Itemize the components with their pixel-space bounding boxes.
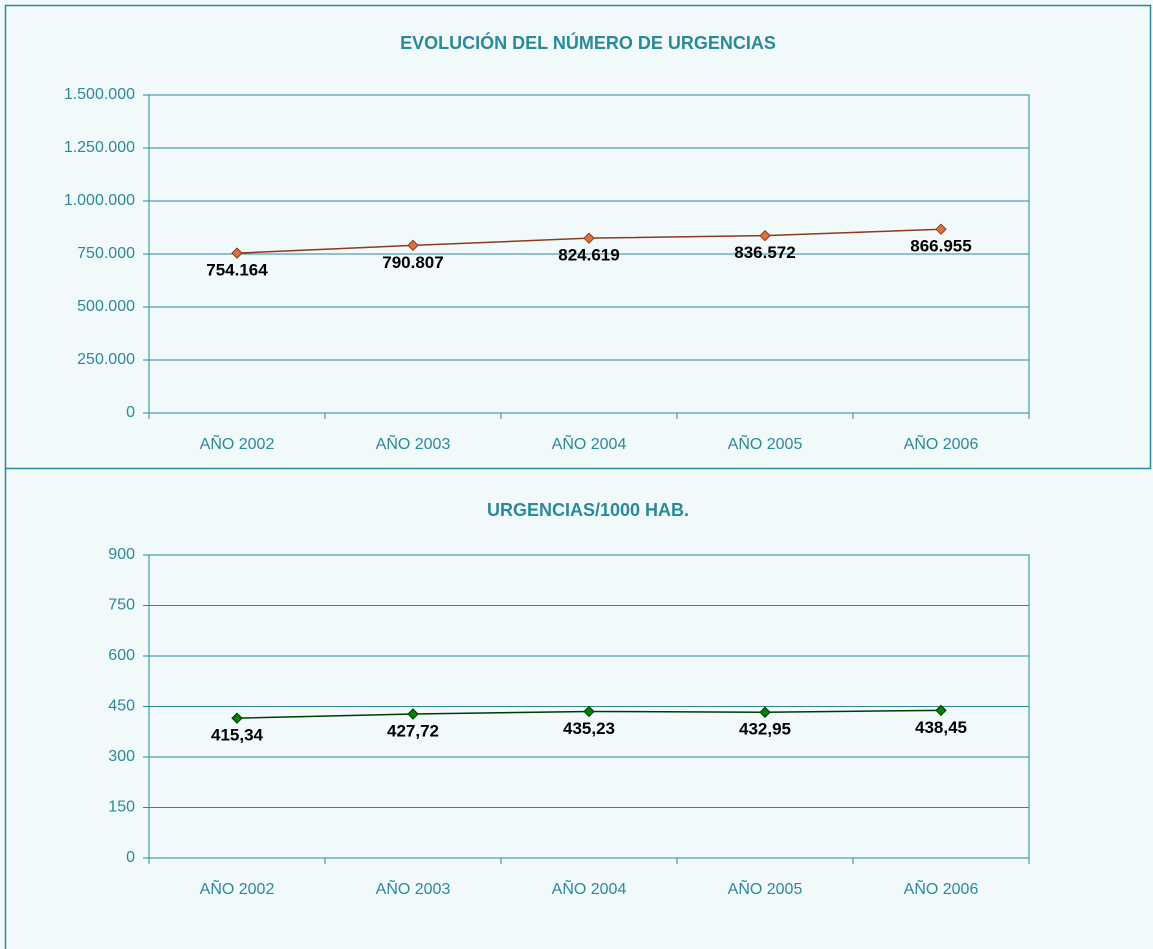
data-label: 824.619	[558, 246, 619, 265]
data-label: 427,72	[387, 721, 439, 740]
marker	[231, 247, 243, 259]
y-tick-label: 300	[108, 748, 135, 765]
y-tick-label: 750	[108, 597, 135, 614]
marker	[231, 712, 243, 724]
marker	[759, 706, 771, 718]
y-tick-label: 1.250.000	[64, 139, 135, 156]
panel-border	[4, 4, 1152, 470]
data-label: 790.807	[382, 253, 443, 272]
x-tick-label: AÑO 2004	[552, 433, 627, 453]
x-tick-label: AÑO 2004	[552, 878, 627, 898]
chart-title: URGENCIAS/1000 HAB.	[487, 500, 689, 520]
y-tick-label: 450	[108, 698, 135, 715]
x-tick-label: AÑO 2003	[376, 878, 451, 898]
y-tick-label: 250.000	[77, 351, 135, 368]
data-label: 866.955	[910, 237, 971, 256]
data-label: 432,95	[739, 720, 791, 739]
marker	[407, 708, 419, 720]
marker	[935, 704, 947, 717]
data-label: 754.164	[206, 261, 268, 280]
y-tick-label: 1.000.000	[64, 192, 135, 209]
y-tick-label: 750.000	[77, 245, 135, 262]
y-tick-label: 150	[108, 799, 135, 816]
chart-title: EVOLUCIÓN DEL NÚMERO DE URGENCIAS	[400, 32, 776, 53]
data-label: 438,45	[915, 718, 967, 737]
marker	[583, 705, 595, 718]
x-tick-label: AÑO 2006	[904, 433, 979, 453]
x-tick-label: AÑO 2002	[200, 433, 275, 453]
data-label: 435,23	[563, 719, 615, 738]
y-tick-label: 0	[126, 849, 135, 866]
y-tick-label: 500.000	[77, 298, 135, 315]
marker	[407, 239, 419, 252]
data-label: 836.572	[734, 243, 795, 262]
x-tick-label: AÑO 2005	[728, 878, 803, 898]
x-tick-label: AÑO 2006	[904, 878, 979, 898]
y-tick-label: 1.500.000	[64, 86, 135, 103]
y-tick-label: 900	[108, 546, 135, 563]
marker	[759, 229, 771, 242]
data-label: 415,34	[211, 726, 264, 745]
x-tick-label: AÑO 2003	[376, 433, 451, 453]
marker	[583, 232, 595, 244]
y-tick-label: 0	[126, 404, 135, 421]
x-tick-label: AÑO 2002	[200, 878, 275, 898]
marker	[935, 223, 947, 235]
x-tick-label: AÑO 2005	[728, 433, 803, 453]
y-tick-label: 600	[108, 647, 135, 664]
